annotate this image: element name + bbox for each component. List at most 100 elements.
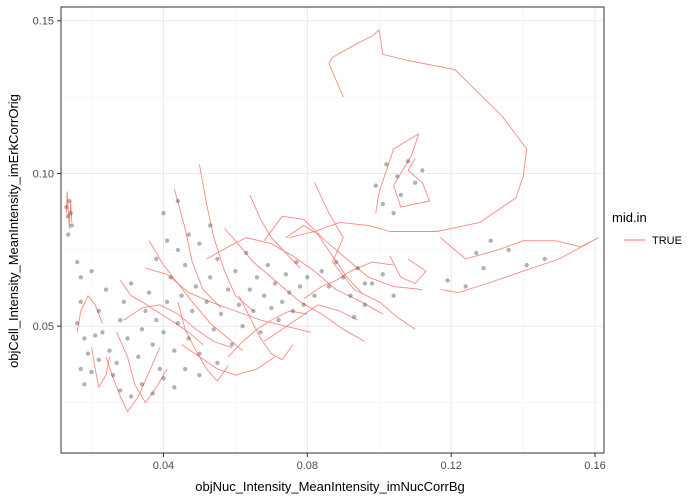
data-point <box>333 259 339 265</box>
data-point <box>280 299 285 304</box>
data-point <box>341 275 346 280</box>
data-point <box>398 192 403 198</box>
data-point <box>89 369 94 375</box>
data-point <box>290 308 296 314</box>
data-point <box>128 281 134 286</box>
legend-label-true: TRUE <box>652 235 682 247</box>
data-point <box>114 360 119 366</box>
data-point <box>542 256 547 262</box>
data-point <box>236 302 242 307</box>
data-point <box>413 180 418 185</box>
track-line <box>65 191 73 229</box>
data-point <box>154 317 159 323</box>
data-point <box>208 275 213 280</box>
data-point <box>78 275 84 280</box>
data-point <box>463 284 468 289</box>
data-point <box>405 159 411 164</box>
track-line <box>145 267 312 333</box>
x-axis-ticks: 0.04 0.08 0.12 0.16 <box>153 453 606 472</box>
data-point <box>66 232 71 237</box>
data-point <box>445 278 450 283</box>
data-point <box>164 238 170 243</box>
track-line <box>238 295 294 361</box>
data-point <box>305 275 310 280</box>
data-point <box>362 302 368 307</box>
track-line <box>227 310 308 358</box>
track-line <box>440 237 600 294</box>
data-point <box>355 266 360 271</box>
x-tick-label: 0.12 <box>440 460 461 472</box>
data-point <box>82 336 87 341</box>
data-point <box>229 342 234 347</box>
data-point <box>297 284 303 289</box>
data-point <box>215 360 220 366</box>
data-point <box>319 269 324 274</box>
track-line <box>206 237 384 315</box>
data-point <box>197 351 202 356</box>
data-point <box>204 299 209 304</box>
data-point <box>139 327 145 332</box>
data-point <box>85 351 91 356</box>
data-point <box>240 324 245 329</box>
data-point <box>395 174 400 179</box>
data-point <box>128 394 134 399</box>
data-point <box>276 317 281 323</box>
track-lines <box>65 29 600 413</box>
data-point <box>258 330 263 335</box>
data-point <box>172 348 177 353</box>
y-axis-ticks: 0.05 0.10 0.15 <box>33 16 61 333</box>
track-line <box>263 215 423 291</box>
data-point <box>175 247 181 253</box>
track-line <box>249 194 301 269</box>
y-axis-title: objCell_Intensity_MeanIntensity_imErkCor… <box>6 94 21 368</box>
data-point <box>139 382 145 387</box>
track-line <box>375 133 431 214</box>
legend-title: mid.in <box>612 210 647 225</box>
y-tick-label: 0.10 <box>33 168 54 180</box>
data-point <box>312 293 317 298</box>
data-point <box>218 311 224 317</box>
data-point <box>524 262 529 268</box>
data-point <box>283 272 288 277</box>
data-point <box>488 238 493 243</box>
data-point <box>64 204 69 210</box>
data-point <box>118 388 123 393</box>
track-line <box>198 164 254 312</box>
data-point <box>301 302 306 307</box>
data-point <box>161 376 166 381</box>
data-point <box>175 321 181 326</box>
data-point <box>506 247 511 253</box>
data-point <box>118 317 123 323</box>
data-point <box>251 308 256 314</box>
data-point <box>211 327 216 332</box>
data-point <box>272 281 278 286</box>
track-line <box>116 332 168 404</box>
y-tick-label: 0.05 <box>33 321 54 333</box>
y-tick-label: 0.15 <box>33 16 54 28</box>
track-line <box>76 295 103 333</box>
data-point <box>103 287 109 292</box>
data-point <box>269 305 274 311</box>
data-point <box>215 256 220 262</box>
data-point <box>96 357 102 362</box>
data-point <box>175 198 181 204</box>
x-axis-title: objNuc_Intensity_MeanIntensity_imNucCorr… <box>195 479 465 494</box>
major-grid <box>61 7 604 453</box>
data-point <box>146 290 152 295</box>
data-point <box>107 348 112 353</box>
data-point <box>254 275 260 280</box>
data-point <box>481 266 486 271</box>
data-point <box>110 372 116 378</box>
data-point <box>100 330 105 335</box>
data-point <box>121 299 127 304</box>
data-point <box>262 293 267 298</box>
data-point <box>247 287 252 292</box>
data-point <box>208 223 213 228</box>
track-line <box>303 261 394 300</box>
data-point <box>190 308 195 314</box>
data-point <box>197 241 202 246</box>
data-point <box>373 183 378 188</box>
data-point <box>93 333 98 338</box>
track-line <box>91 347 110 388</box>
data-point <box>182 366 188 372</box>
